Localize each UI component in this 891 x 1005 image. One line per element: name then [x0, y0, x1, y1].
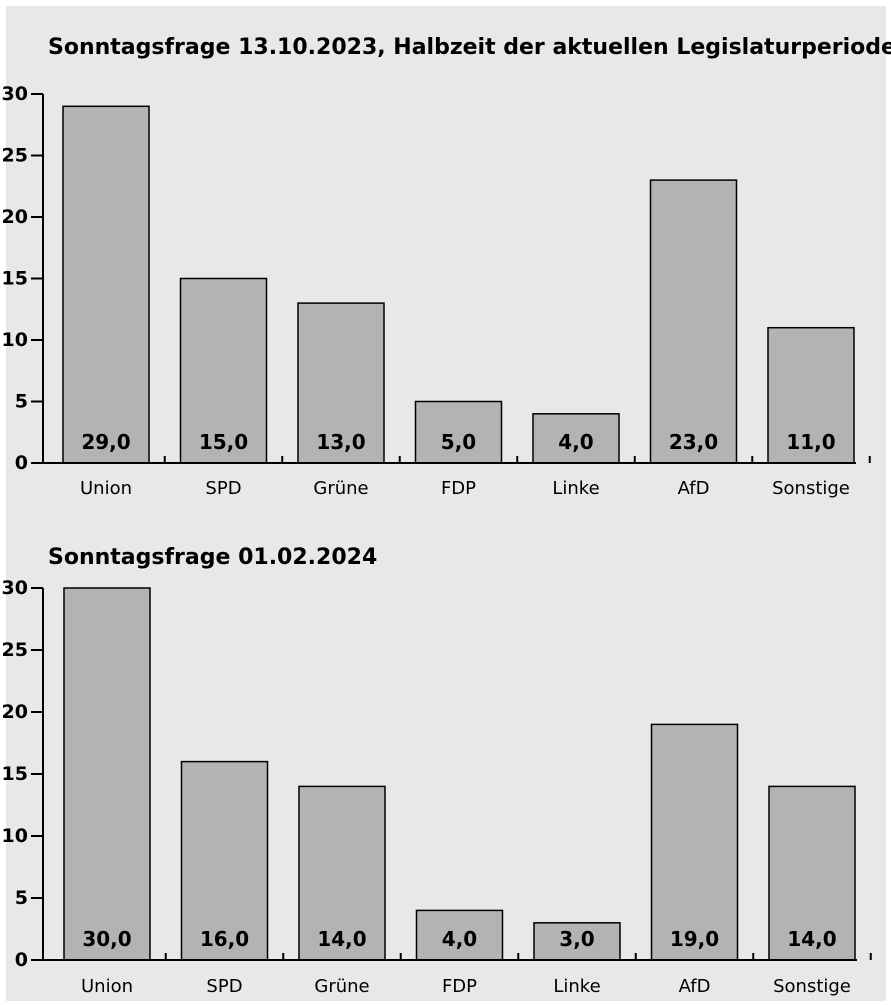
category-label: Linke [552, 478, 599, 499]
data-label: 15,0 [199, 430, 248, 454]
bar-sonstige [768, 785, 856, 961]
data-label: 14,0 [787, 927, 836, 951]
data-label: 14,0 [317, 927, 366, 951]
y-tick-label: 0 [15, 452, 28, 474]
y-tick-label: 10 [2, 329, 28, 351]
chart-title: Sonntagsfrage 13.10.2023, Halbzeit der a… [48, 35, 891, 60]
data-label: 4,0 [558, 430, 593, 454]
y-tick-label: 25 [2, 145, 28, 167]
data-label: 5,0 [441, 430, 476, 454]
category-label: FDP [441, 478, 476, 499]
bar-linke [533, 922, 621, 961]
category-label: AfD [679, 976, 711, 997]
data-label: 13,0 [316, 430, 365, 454]
chart-title: Sonntagsfrage 01.02.2024 [48, 545, 377, 570]
bar-spd [179, 277, 268, 464]
y-tick-label: 10 [2, 825, 28, 847]
y-tick-label: 30 [2, 577, 28, 599]
data-label: 11,0 [786, 430, 835, 454]
y-tick-label: 30 [2, 83, 28, 105]
bar-fdp [414, 400, 503, 464]
data-label: 3,0 [559, 927, 594, 951]
y-tick-label: 15 [2, 268, 28, 290]
bar-fdp [415, 909, 504, 961]
y-tick-label: 25 [2, 639, 28, 661]
category-label: Grüne [314, 976, 369, 997]
category-label: Sonstige [773, 976, 851, 997]
chart-1: Sonntagsfrage 13.10.2023, Halbzeit der a… [2, 35, 891, 499]
bar-union [62, 105, 150, 464]
category-label: Union [80, 478, 132, 499]
bar-union [63, 587, 151, 961]
y-tick-label: 20 [2, 701, 28, 723]
data-label: 4,0 [442, 927, 477, 951]
y-tick-label: 0 [15, 949, 28, 971]
data-label: 29,0 [81, 430, 130, 454]
category-label: SPD [206, 976, 242, 997]
bar-grüne [297, 302, 385, 464]
category-label: Linke [553, 976, 600, 997]
y-tick-label: 15 [2, 763, 28, 785]
figure-panel [6, 6, 886, 1001]
data-label: 19,0 [670, 927, 719, 951]
category-label: Sonstige [772, 478, 850, 499]
y-tick-label: 20 [2, 206, 28, 228]
data-label: 16,0 [200, 927, 249, 951]
category-label: Grüne [313, 478, 368, 499]
chart-2: Sonntagsfrage 01.02.2024 0 5 10 15 20 25 30 Unio… [2, 545, 872, 997]
data-label: 30,0 [82, 927, 131, 951]
category-label: Union [81, 976, 133, 997]
data-label: 23,0 [669, 430, 718, 454]
category-label: FDP [442, 976, 477, 997]
bar-afd [650, 723, 739, 961]
y-tick-label: 5 [15, 391, 28, 413]
bar-afd [649, 179, 738, 464]
category-label: SPD [205, 478, 241, 499]
category-label: AfD [678, 478, 710, 499]
bar-grüne [298, 785, 386, 961]
y-tick-label: 5 [15, 887, 28, 909]
